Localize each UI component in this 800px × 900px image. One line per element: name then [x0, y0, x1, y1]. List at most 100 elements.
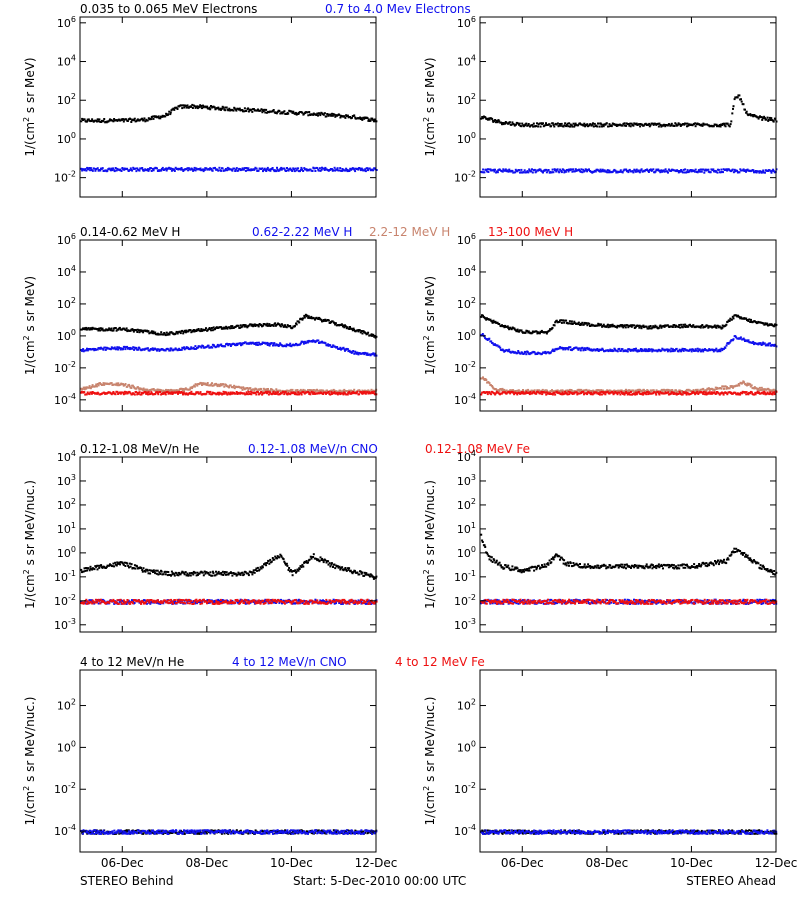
data-point — [574, 122, 577, 125]
data-point — [167, 348, 170, 351]
data-point — [342, 393, 345, 396]
data-point — [693, 170, 696, 173]
data-point — [604, 393, 607, 396]
data-point — [144, 391, 147, 394]
data-point — [348, 389, 351, 392]
data-point — [284, 345, 287, 347]
data-point — [685, 171, 688, 174]
data-point — [290, 110, 293, 113]
data-point — [637, 169, 640, 172]
data-point — [272, 344, 274, 347]
data-point — [511, 169, 514, 172]
data-point — [582, 323, 585, 326]
data-point — [670, 389, 672, 392]
data-point — [274, 391, 277, 394]
data-point — [110, 119, 113, 122]
data-point — [648, 325, 651, 328]
y-tick-label: 104 — [57, 264, 76, 279]
data-point — [773, 325, 776, 328]
data-point — [586, 170, 589, 173]
data-point — [541, 352, 543, 355]
y-tick-label: 102 — [457, 92, 476, 107]
data-point — [496, 321, 499, 324]
data-point — [167, 571, 170, 573]
data-point — [512, 350, 515, 353]
data-point — [694, 348, 697, 351]
data-point — [558, 171, 561, 174]
data-point — [298, 111, 300, 114]
data-point — [621, 325, 624, 328]
data-point — [565, 347, 568, 350]
data-point — [641, 392, 644, 395]
data-point — [297, 320, 300, 323]
data-point — [732, 105, 735, 108]
y-tick-label: 106 — [457, 15, 476, 30]
data-point — [227, 391, 230, 394]
data-point — [480, 315, 483, 318]
data-point — [88, 393, 91, 396]
data-point — [191, 103, 194, 106]
data-point — [570, 124, 573, 127]
data-point — [765, 118, 768, 121]
data-point — [114, 327, 117, 329]
data-point — [201, 329, 203, 332]
data-point — [638, 171, 641, 174]
data-point — [640, 389, 643, 392]
data-point — [531, 124, 534, 126]
data-point — [712, 325, 715, 328]
data-point — [761, 343, 764, 346]
data-point — [278, 169, 281, 172]
data-point — [271, 167, 274, 169]
data-point — [539, 125, 542, 128]
data-point — [228, 326, 231, 329]
data-point — [694, 125, 697, 128]
data-point — [181, 391, 184, 394]
data-point — [357, 353, 360, 356]
data-point — [348, 349, 351, 352]
data-point — [199, 167, 202, 170]
data-point — [578, 347, 581, 350]
data-point — [491, 385, 494, 387]
data-point — [90, 391, 93, 394]
data-point — [602, 392, 605, 395]
data-point — [116, 561, 119, 564]
data-point — [351, 116, 353, 119]
data-point — [338, 348, 341, 350]
data-point — [148, 569, 151, 572]
data-point — [756, 116, 759, 119]
data-point — [573, 124, 576, 127]
data-point — [331, 168, 333, 171]
data-point — [269, 558, 272, 561]
data-point — [322, 561, 325, 564]
data-point — [95, 383, 98, 386]
data-point — [732, 386, 734, 389]
data-point — [676, 124, 679, 127]
data-point — [723, 385, 726, 388]
data-point — [545, 331, 548, 334]
data-point — [734, 335, 737, 338]
data-point — [265, 108, 268, 111]
data-point — [178, 167, 181, 170]
data-point — [308, 391, 311, 394]
data-point — [602, 391, 605, 394]
data-point — [266, 166, 269, 169]
data-point — [554, 169, 556, 172]
data-point — [604, 123, 607, 126]
data-point — [522, 389, 524, 391]
data-point — [531, 168, 533, 171]
data-point — [325, 561, 328, 564]
data-point — [758, 391, 761, 394]
data-point — [133, 567, 136, 570]
data-point — [329, 393, 332, 396]
data-point — [585, 322, 588, 325]
data-point — [759, 389, 762, 391]
series-behind-protons-2 — [80, 339, 378, 357]
data-point — [630, 325, 633, 328]
data-point — [708, 391, 711, 394]
data-point — [481, 334, 484, 337]
data-point — [228, 386, 231, 389]
data-point — [601, 325, 604, 327]
data-point — [516, 389, 519, 392]
data-point — [747, 393, 750, 396]
data-point — [114, 167, 117, 169]
